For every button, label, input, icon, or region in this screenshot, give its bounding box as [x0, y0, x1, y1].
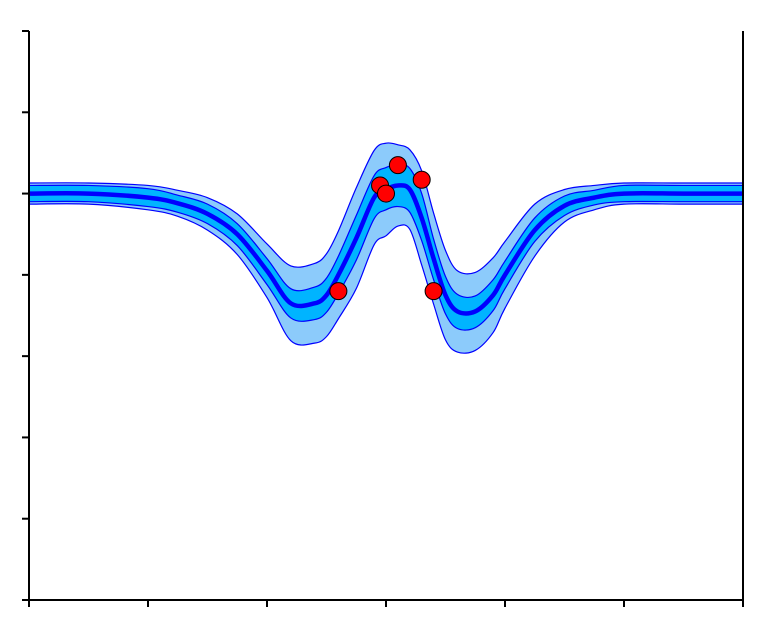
mean-line [28, 183, 743, 316]
data-point [377, 184, 395, 203]
data-point [424, 282, 443, 301]
observations-group [329, 156, 443, 301]
data-point [388, 156, 407, 175]
axes [22, 30, 744, 607]
data-point [329, 282, 348, 301]
mean-line-group [28, 183, 743, 316]
data-point [412, 170, 431, 189]
confidence-bands [28, 142, 744, 354]
